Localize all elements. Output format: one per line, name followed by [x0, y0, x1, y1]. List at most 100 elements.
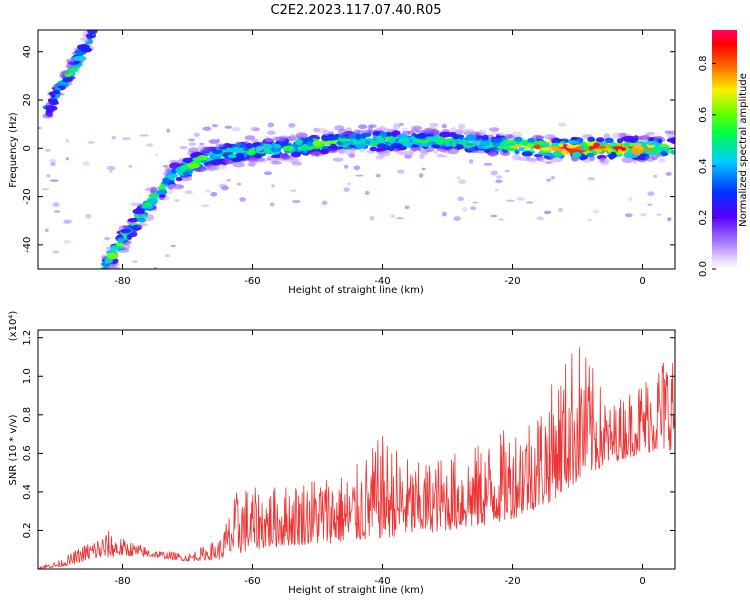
heatmap-speckle	[506, 199, 515, 202]
heatmap-cell	[196, 156, 204, 161]
heatmap-cell	[225, 147, 234, 153]
snr-y-ticks: 0.2 0.4 0.6 0.8 1.0 1.2	[22, 330, 675, 538]
heatmap-speckle	[188, 138, 195, 142]
heatmap-speckle	[48, 159, 57, 163]
heatmap-speckle	[458, 179, 467, 185]
heatmap-cell	[567, 140, 579, 144]
heatmap-cell	[232, 146, 241, 152]
y-tick-label: -20	[22, 188, 33, 204]
y-tick-label: 0	[22, 145, 33, 151]
heatmap-speckle	[466, 143, 474, 146]
heatmap-cell	[339, 134, 346, 139]
heatmap-speckle	[136, 213, 145, 217]
heatmap-cell	[447, 147, 460, 155]
heatmap-speckle	[224, 158, 229, 161]
heatmap-cell	[136, 218, 146, 223]
heatmap-speckle	[364, 190, 370, 195]
heatmap-speckle	[504, 169, 510, 173]
heatmap-cell	[354, 143, 367, 150]
spectrogram-x-ticks: -80 -60 -40 -20 0	[114, 30, 646, 287]
spectrogram-heatmap	[38, 30, 675, 269]
heatmap-cell	[620, 147, 627, 151]
heatmap-speckle	[210, 191, 218, 197]
heatmap-speckle	[52, 202, 60, 208]
heatmap-cell	[488, 127, 500, 132]
heatmap-cell	[587, 136, 595, 142]
heatmap-cell	[254, 154, 262, 159]
heatmap-speckle	[316, 134, 320, 138]
heatmap-cell	[488, 150, 497, 157]
heatmap-speckle	[162, 164, 169, 168]
heatmap-cell	[175, 167, 183, 174]
heatmap-cell	[670, 137, 675, 144]
heatmap-cell	[465, 134, 477, 141]
heatmap-cell	[558, 143, 564, 148]
heatmap-speckle	[184, 190, 193, 194]
heatmap-cell	[514, 149, 520, 155]
heatmap-speckle	[211, 124, 218, 128]
heatmap-speckle	[647, 191, 655, 197]
x-tick-label: -80	[114, 576, 130, 587]
heatmap-speckle	[166, 128, 170, 133]
heatmap-cell	[45, 109, 54, 114]
heatmap-speckle	[421, 167, 426, 171]
heatmap-speckle	[433, 150, 438, 154]
heatmap-speckle	[472, 150, 479, 153]
x-tick-label: -20	[504, 576, 520, 587]
heatmap-cell	[414, 133, 427, 139]
heatmap-cell	[274, 136, 287, 142]
heatmap-cell	[66, 58, 75, 64]
heatmap-cell	[45, 112, 52, 117]
heatmap-speckle	[551, 175, 555, 180]
heatmap-cell	[282, 145, 294, 151]
heatmap-cell	[419, 153, 425, 160]
heatmap-cell	[50, 98, 58, 106]
x-tick-label: -60	[244, 576, 260, 587]
heatmap-speckle	[457, 196, 465, 201]
heatmap-speckle	[647, 203, 653, 206]
heatmap-speckle	[476, 142, 481, 146]
heatmap-cell	[644, 155, 656, 162]
heatmap-speckle	[65, 157, 69, 161]
heatmap-cell	[270, 161, 282, 165]
heatmap-speckle	[456, 176, 461, 179]
snr-frame	[37, 329, 676, 570]
heatmap-cell	[156, 189, 168, 196]
heatmap-cell	[451, 142, 457, 148]
heatmap-speckle	[546, 178, 552, 182]
heatmap-speckle	[498, 218, 504, 221]
colorbar-label: Normalized spectral amplitude	[738, 73, 749, 227]
heatmap-cell	[182, 171, 190, 177]
heatmap-speckle	[85, 213, 92, 219]
heatmap-cell	[59, 80, 69, 86]
heatmap-speckle	[656, 154, 665, 158]
heatmap-speckle	[267, 122, 275, 128]
heatmap-speckle	[269, 202, 275, 207]
heatmap-cell	[536, 140, 545, 145]
heatmap-cell	[552, 151, 562, 156]
heatmap-cell	[341, 140, 354, 145]
heatmap-speckle	[153, 266, 157, 269]
heatmap-cell	[150, 187, 158, 193]
heatmap-speckle	[633, 161, 637, 164]
heatmap-cell	[639, 135, 651, 142]
heatmap-speckle	[49, 179, 59, 182]
y-tick-label: 0.2	[22, 522, 33, 538]
snr-series-line	[38, 347, 675, 569]
heatmap-speckle	[53, 210, 61, 213]
heatmap-speckle	[104, 236, 111, 241]
colorbar-tick-label: 0.0	[698, 261, 709, 277]
heatmap-cell	[444, 142, 451, 147]
heatmap-cell	[211, 159, 222, 166]
heatmap-cell	[203, 165, 214, 169]
heatmap-speckle	[656, 213, 662, 216]
heatmap-cell	[512, 153, 521, 161]
y-tick-label: 1.0	[22, 368, 33, 384]
heatmap-cell	[404, 141, 413, 148]
heatmap-speckle	[653, 174, 658, 179]
heatmap-cell	[571, 151, 582, 159]
heatmap-cell	[452, 134, 459, 140]
heatmap-cell	[162, 177, 171, 184]
heatmap-cell	[50, 93, 56, 99]
